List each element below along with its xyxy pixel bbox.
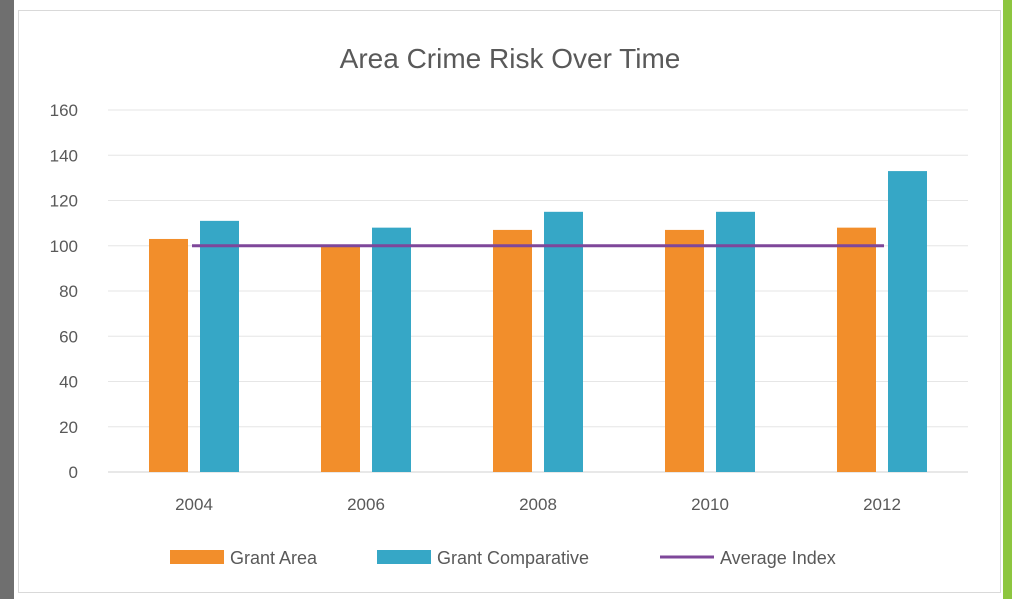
legend-swatch (170, 550, 224, 564)
y-tick-label: 20 (59, 418, 78, 437)
bar-grant-comparative (372, 227, 411, 472)
x-tick-label: 2006 (347, 495, 385, 514)
x-tick-label: 2010 (691, 495, 729, 514)
bar-grant-comparative (200, 220, 239, 472)
y-tick-label: 80 (59, 282, 78, 301)
legend-label: Average Index (720, 548, 836, 568)
y-tick-label: 160 (50, 101, 78, 120)
y-tick-label: 0 (69, 463, 78, 482)
bar-grant-area (665, 229, 704, 472)
bar-grant-area (837, 227, 876, 472)
bar-grant-comparative (888, 171, 927, 472)
bar-grant-area (321, 245, 360, 472)
bar-grant-comparative (544, 211, 583, 472)
y-tick-label: 140 (50, 146, 78, 165)
x-tick-label: 2012 (863, 495, 901, 514)
x-tick-label: 2008 (519, 495, 557, 514)
legend-label: Grant Comparative (437, 548, 589, 568)
left-accent-bar (0, 0, 14, 599)
bar-grant-comparative (716, 211, 755, 472)
x-tick-label: 2004 (175, 495, 213, 514)
y-tick-label: 120 (50, 192, 78, 211)
legend-label: Grant Area (230, 548, 318, 568)
y-tick-label: 100 (50, 237, 78, 256)
y-tick-label: 60 (59, 327, 78, 346)
bar-grant-area (493, 229, 532, 472)
y-tick-label: 40 (59, 373, 78, 392)
chart-title: Area Crime Risk Over Time (340, 43, 681, 74)
legend-swatch (377, 550, 431, 564)
bar-grant-area (149, 238, 188, 472)
right-accent-bar (1003, 0, 1012, 599)
